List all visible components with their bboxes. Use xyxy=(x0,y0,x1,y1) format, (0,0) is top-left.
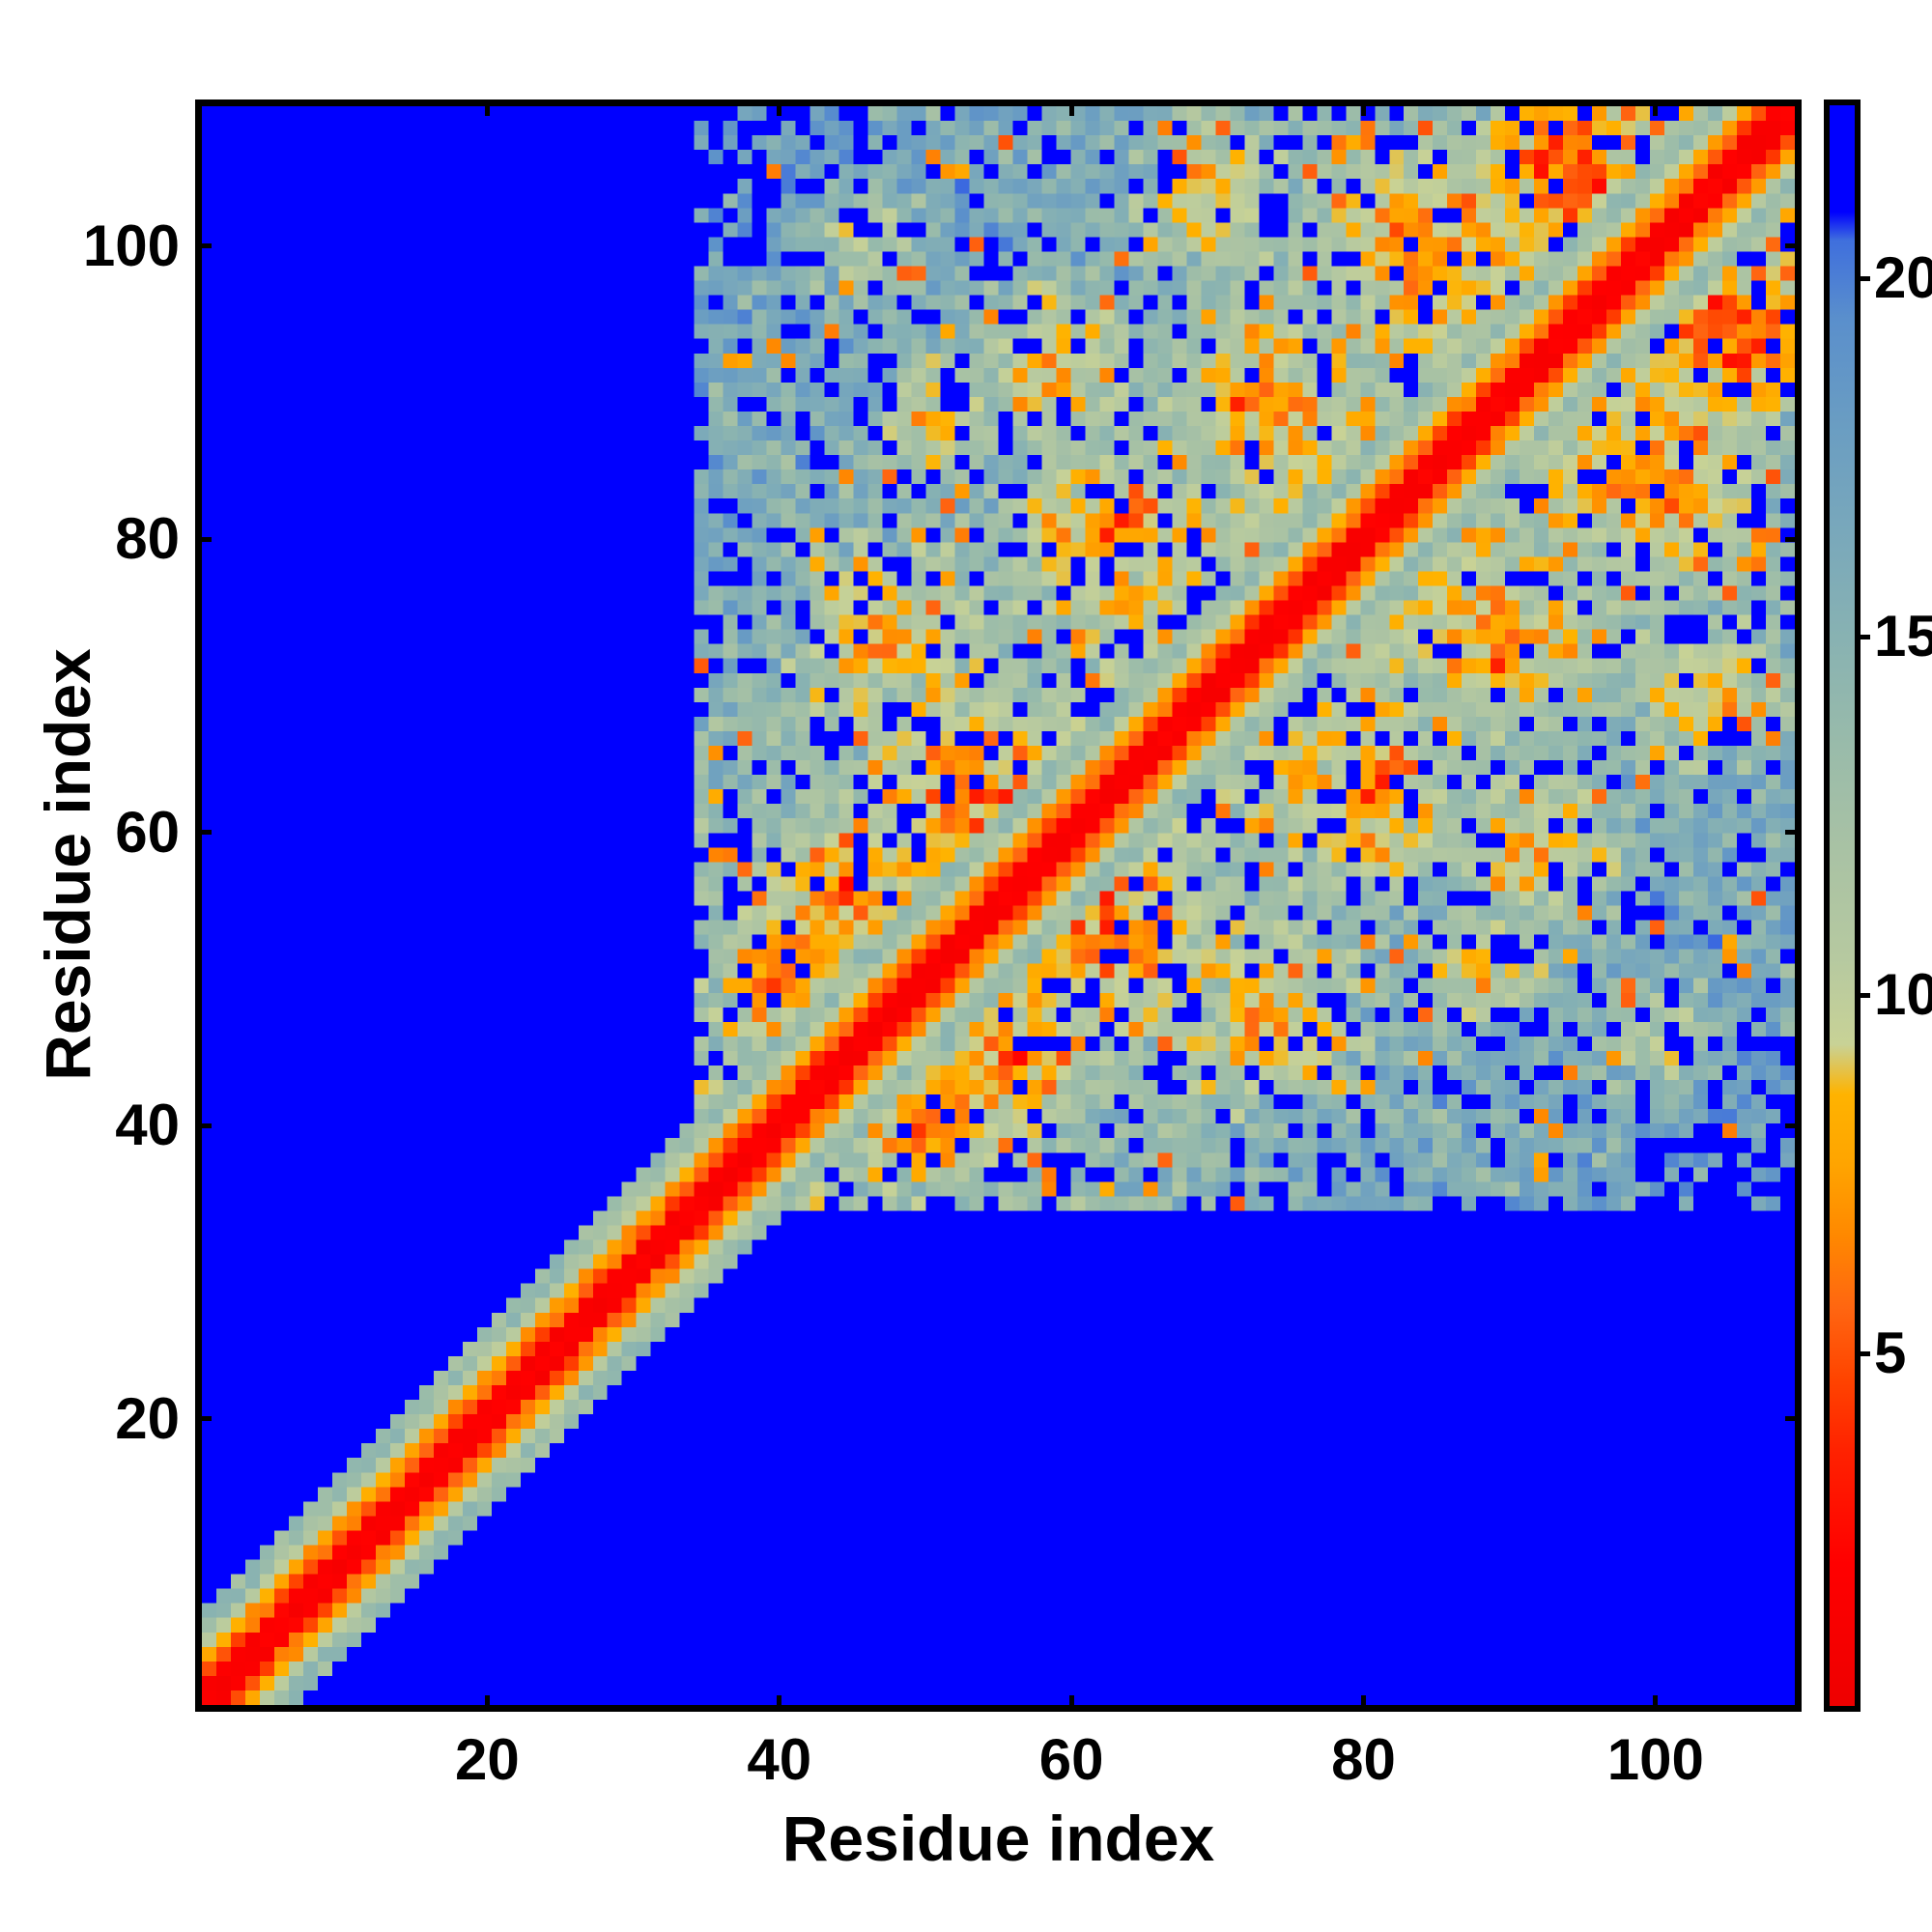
x-tick-top xyxy=(484,99,490,116)
x-tick-bottom xyxy=(1360,1695,1366,1712)
x-axis-title: Residue index xyxy=(781,1803,1215,1874)
x-tick-top xyxy=(1068,99,1074,116)
colorbar-tick-label: 20 xyxy=(1874,245,1932,311)
y-tick-label: 40 xyxy=(115,1093,180,1158)
colorbar-tick xyxy=(1857,992,1870,998)
y-tick-right xyxy=(1785,243,1802,249)
x-tick-top xyxy=(1360,99,1366,116)
x-tick-label: 60 xyxy=(1038,1727,1104,1792)
y-tick-left xyxy=(195,1122,212,1128)
colorbar-gradient xyxy=(1830,105,1855,1706)
y-tick-left xyxy=(195,243,212,249)
y-tick-left xyxy=(195,1416,212,1422)
y-tick-left xyxy=(195,536,212,542)
x-tick-label: 80 xyxy=(1331,1727,1396,1792)
x-tick-label: 20 xyxy=(454,1727,520,1792)
x-tick-bottom xyxy=(1653,1695,1659,1712)
y-tick-label: 100 xyxy=(82,213,180,278)
y-tick-label: 60 xyxy=(115,799,180,865)
colorbar-tick-label: 5 xyxy=(1874,1321,1907,1386)
x-tick-bottom xyxy=(484,1695,490,1712)
y-axis-title: Residue index xyxy=(32,648,103,1081)
x-tick-bottom xyxy=(777,1695,782,1712)
y-tick-right xyxy=(1785,830,1802,836)
x-tick-label: 100 xyxy=(1606,1727,1704,1792)
y-tick-right xyxy=(1785,1122,1802,1128)
x-tick-top xyxy=(777,99,782,116)
heatmap-plot-area[interactable] xyxy=(195,99,1802,1712)
heatmap-canvas xyxy=(202,106,1795,1705)
y-tick-label: 80 xyxy=(115,506,180,572)
colorbar-tick xyxy=(1857,1350,1870,1356)
y-tick-right xyxy=(1785,536,1802,542)
y-tick-left xyxy=(195,830,212,836)
colorbar-tick xyxy=(1857,275,1870,281)
x-tick-bottom xyxy=(1068,1695,1074,1712)
x-tick-label: 40 xyxy=(747,1727,812,1792)
colorbar-tick-label: 10 xyxy=(1874,962,1932,1028)
colorbar[interactable] xyxy=(1824,99,1861,1712)
y-tick-label: 20 xyxy=(115,1385,180,1451)
x-tick-top xyxy=(1653,99,1659,116)
colorbar-tick xyxy=(1857,634,1870,639)
colorbar-tick-label: 15 xyxy=(1874,604,1932,669)
y-tick-right xyxy=(1785,1416,1802,1422)
